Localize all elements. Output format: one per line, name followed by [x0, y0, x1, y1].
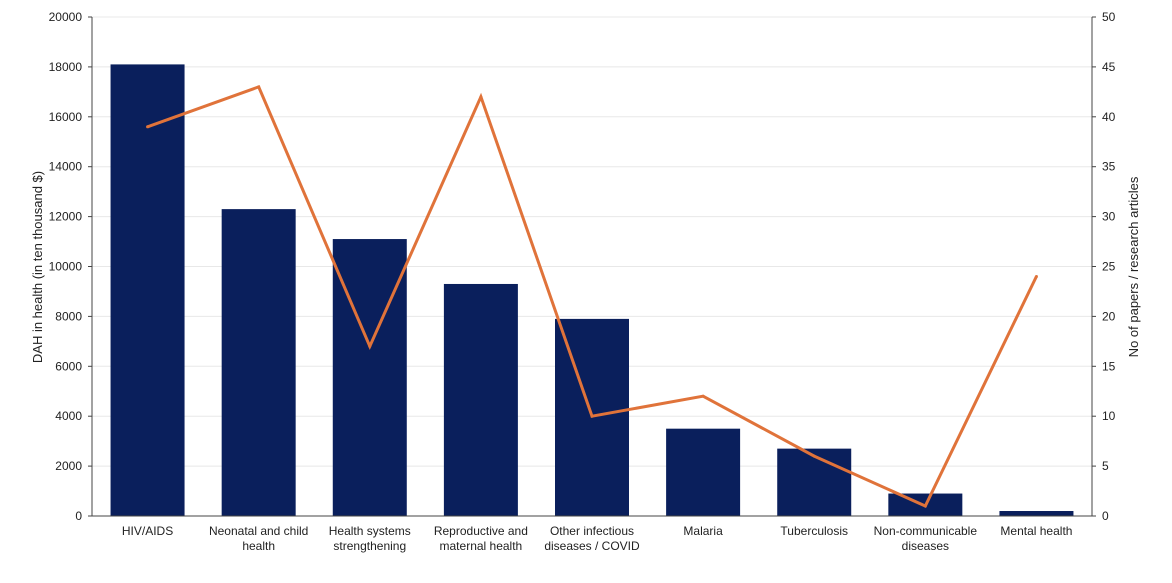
- x-category-label-line: Reproductive and: [434, 524, 528, 538]
- x-category-label-line: strengthening: [333, 539, 406, 553]
- x-category-label-line: HIV/AIDS: [122, 524, 173, 538]
- line-series: [146, 85, 1038, 508]
- bar-3: [443, 283, 518, 516]
- bar-0: [110, 64, 185, 516]
- line-point-7: [923, 504, 927, 508]
- x-category-label-line: Non-communicable: [874, 524, 978, 538]
- line-point-6: [812, 454, 816, 458]
- y-right-tick-label: 25: [1102, 260, 1116, 274]
- line-point-5: [701, 394, 705, 398]
- y-right-tick-label: 10: [1102, 409, 1116, 423]
- y-left-tick-label: 4000: [55, 409, 82, 423]
- bar-6: [777, 448, 852, 516]
- bar-2: [332, 239, 407, 516]
- x-category-label: HIV/AIDS: [122, 524, 173, 538]
- y-left-tick-label: 2000: [55, 459, 82, 473]
- y-right-tick-label: 20: [1102, 309, 1116, 323]
- x-category-label: Neonatal and child health: [209, 524, 308, 553]
- y-left-tick-label: 14000: [49, 160, 83, 174]
- line-point-2: [368, 344, 372, 348]
- line-point-8: [1034, 274, 1038, 278]
- line-point-1: [257, 85, 261, 89]
- y-left-tick-label: 16000: [49, 110, 83, 124]
- y-left-tick-label: 12000: [49, 210, 83, 224]
- y-right-tick-label: 15: [1102, 359, 1116, 373]
- line-point-0: [146, 125, 150, 129]
- tick-labels: 0 2000 4000 6000 8000 10000 12000 14000 16000 180…: [49, 10, 1116, 553]
- x-category-label: Mental health: [1000, 524, 1072, 538]
- bar-8: [999, 511, 1074, 516]
- y-left-tick-label: 20000: [49, 10, 83, 24]
- x-category-label-line: Health systems: [329, 524, 411, 538]
- y-left-tick-label: 18000: [49, 60, 83, 74]
- y-axis-left-title: DAH in health (in ten thousand $): [30, 171, 45, 363]
- x-category-label-line: Other infectious: [550, 524, 634, 538]
- y-right-tick-label: 5: [1102, 459, 1109, 473]
- x-category-label-line: diseases / COVID: [544, 539, 640, 553]
- bar-series: [110, 64, 1074, 517]
- bar-1: [221, 209, 296, 517]
- line-point-3: [479, 95, 483, 99]
- x-category-label: Malaria: [683, 524, 723, 538]
- x-category-label-line: Tuberculosis: [780, 524, 848, 538]
- y-left-tick-label: 6000: [55, 359, 82, 373]
- y-right-tick-label: 40: [1102, 110, 1116, 124]
- bar-5: [666, 428, 741, 516]
- y-right-tick-label: 35: [1102, 160, 1116, 174]
- y-right-tick-label: 30: [1102, 210, 1116, 224]
- x-category-label: Reproductive and maternal health: [434, 524, 528, 553]
- y-right-tick-label: 50: [1102, 10, 1116, 24]
- x-category-label: Health systems strengthening: [329, 524, 411, 553]
- y-axis-right-title: No of papers / research articles: [1126, 176, 1141, 357]
- x-category-label-line: diseases: [902, 539, 949, 553]
- y-left-tick-label: 0: [75, 509, 82, 523]
- x-category-label: Other infectious diseases / COVID: [544, 524, 640, 553]
- x-category-label: Non-communicable diseases: [874, 524, 978, 553]
- y-right-tick-label: 0: [1102, 509, 1109, 523]
- x-category-label-line: health: [242, 539, 275, 553]
- x-category-label-line: Neonatal and child: [209, 524, 308, 538]
- y-right-tick-label: 45: [1102, 60, 1116, 74]
- y-left-tick-label: 10000: [49, 260, 83, 274]
- line-point-4: [590, 414, 594, 418]
- x-category-label: Tuberculosis: [780, 524, 848, 538]
- y-left-tick-label: 8000: [55, 309, 82, 323]
- x-category-label-line: maternal health: [440, 539, 523, 553]
- x-category-label-line: Mental health: [1000, 524, 1072, 538]
- axes: [88, 16, 1096, 517]
- x-category-label-line: Malaria: [683, 524, 723, 538]
